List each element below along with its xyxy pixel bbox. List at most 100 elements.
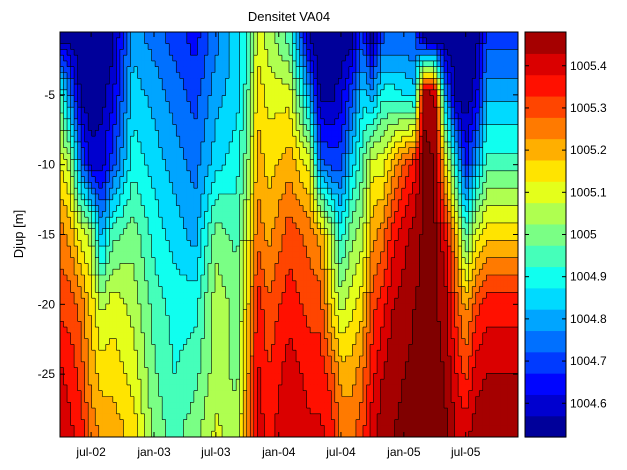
- contour-cell: [74, 95, 79, 103]
- contour-cell: [366, 165, 371, 172]
- contour-cell: [60, 170, 65, 178]
- contour-cell: [222, 89, 227, 97]
- contour-cell: [162, 251, 167, 259]
- contour-cell: [426, 84, 431, 91]
- contour-cell: [126, 136, 132, 143]
- contour-cell: [373, 66, 378, 74]
- contour-cell: [310, 217, 315, 224]
- contour-cell: [317, 222, 322, 230]
- contour-cell: [81, 37, 86, 45]
- contour-cell: [327, 130, 332, 137]
- contour-cell: [169, 222, 174, 230]
- contour-cell: [70, 199, 75, 207]
- contour-cell: [186, 49, 191, 56]
- contour-cell: [158, 188, 163, 195]
- contour-cell: [348, 188, 354, 195]
- contour-cell: [352, 130, 357, 137]
- contour-cell: [197, 234, 202, 241]
- contour-cell: [341, 147, 346, 155]
- contour-cell: [317, 211, 322, 218]
- contour-cell: [496, 147, 501, 155]
- contour-cell: [405, 188, 410, 195]
- contour-cell: [257, 37, 262, 45]
- contour-cell: [190, 194, 195, 201]
- contour-cell: [229, 199, 234, 207]
- contour-cell: [162, 55, 167, 62]
- contour-cell: [306, 66, 311, 74]
- contour-cell: [60, 251, 65, 259]
- contour-cell: [179, 95, 184, 103]
- contour-cell: [77, 32, 82, 39]
- contour-cell: [141, 101, 146, 108]
- contour-cell: [271, 49, 276, 56]
- contour-cell: [246, 118, 251, 126]
- contour-cell: [278, 130, 283, 137]
- contour-cell: [183, 147, 188, 155]
- contour-cell: [422, 66, 427, 74]
- contour-cell: [109, 222, 114, 230]
- contour-cell: [384, 49, 389, 56]
- contour-cell: [63, 234, 68, 241]
- contour-cell: [370, 49, 375, 56]
- contour-cell: [257, 49, 262, 56]
- contour-cell: [211, 84, 216, 91]
- contour-cell: [84, 136, 89, 143]
- contour-cell: [84, 95, 89, 103]
- contour-cell: [193, 66, 198, 74]
- contour-cell: [222, 240, 227, 247]
- contour-cell: [507, 113, 512, 120]
- contour-cell: [433, 205, 438, 212]
- contour-cell: [472, 66, 477, 74]
- contour-cell: [405, 43, 410, 50]
- contour-cell: [331, 95, 336, 103]
- contour-cell: [500, 101, 505, 108]
- contour-cell: [91, 37, 96, 45]
- contour-cell: [218, 37, 223, 45]
- contour-cell: [60, 147, 65, 155]
- contour-cell: [119, 141, 125, 149]
- contour-cell: [345, 170, 350, 178]
- contour-cell: [197, 55, 202, 62]
- contour-cell: [324, 222, 329, 230]
- contour-cell: [225, 211, 230, 218]
- contour-cell: [405, 107, 410, 114]
- contour-cell: [303, 217, 308, 224]
- contour-cell: [179, 72, 184, 79]
- contour-cell: [232, 130, 237, 137]
- contour-cell: [77, 118, 82, 126]
- contour-cell: [274, 49, 280, 56]
- contour-cell: [243, 222, 248, 230]
- contour-cell: [377, 118, 382, 126]
- contour-cell: [200, 136, 206, 143]
- contour-cell: [60, 188, 65, 195]
- contour-cell: [447, 234, 452, 241]
- contour-cell: [211, 228, 216, 236]
- contour-cell: [246, 130, 251, 137]
- contour-cell: [373, 194, 378, 201]
- contour-cell: [95, 228, 100, 236]
- contour-cell: [183, 182, 188, 189]
- contour-cell: [313, 136, 318, 143]
- contour-cell: [465, 176, 470, 184]
- contour-cell: [373, 72, 378, 79]
- contour-cell: [95, 37, 100, 45]
- contour-cell: [465, 130, 470, 137]
- contour-cell: [271, 234, 276, 241]
- contour-cell: [373, 240, 378, 247]
- contour-cell: [70, 89, 75, 97]
- contour-cell: [74, 37, 79, 45]
- contour-cell: [158, 124, 163, 131]
- contour-cell: [250, 246, 255, 253]
- contour-cell: [352, 222, 357, 230]
- contour-cell: [468, 205, 473, 212]
- contour-cell: [88, 188, 93, 195]
- contour-cell: [486, 217, 491, 224]
- contour-cell: [109, 55, 114, 62]
- contour-cell: [77, 228, 82, 236]
- contour-cell: [394, 153, 399, 160]
- contour-cell: [507, 199, 512, 207]
- contour-cell: [77, 101, 82, 108]
- contour-cell: [155, 147, 160, 155]
- contour-cell: [176, 251, 181, 259]
- contour-cell: [345, 199, 350, 207]
